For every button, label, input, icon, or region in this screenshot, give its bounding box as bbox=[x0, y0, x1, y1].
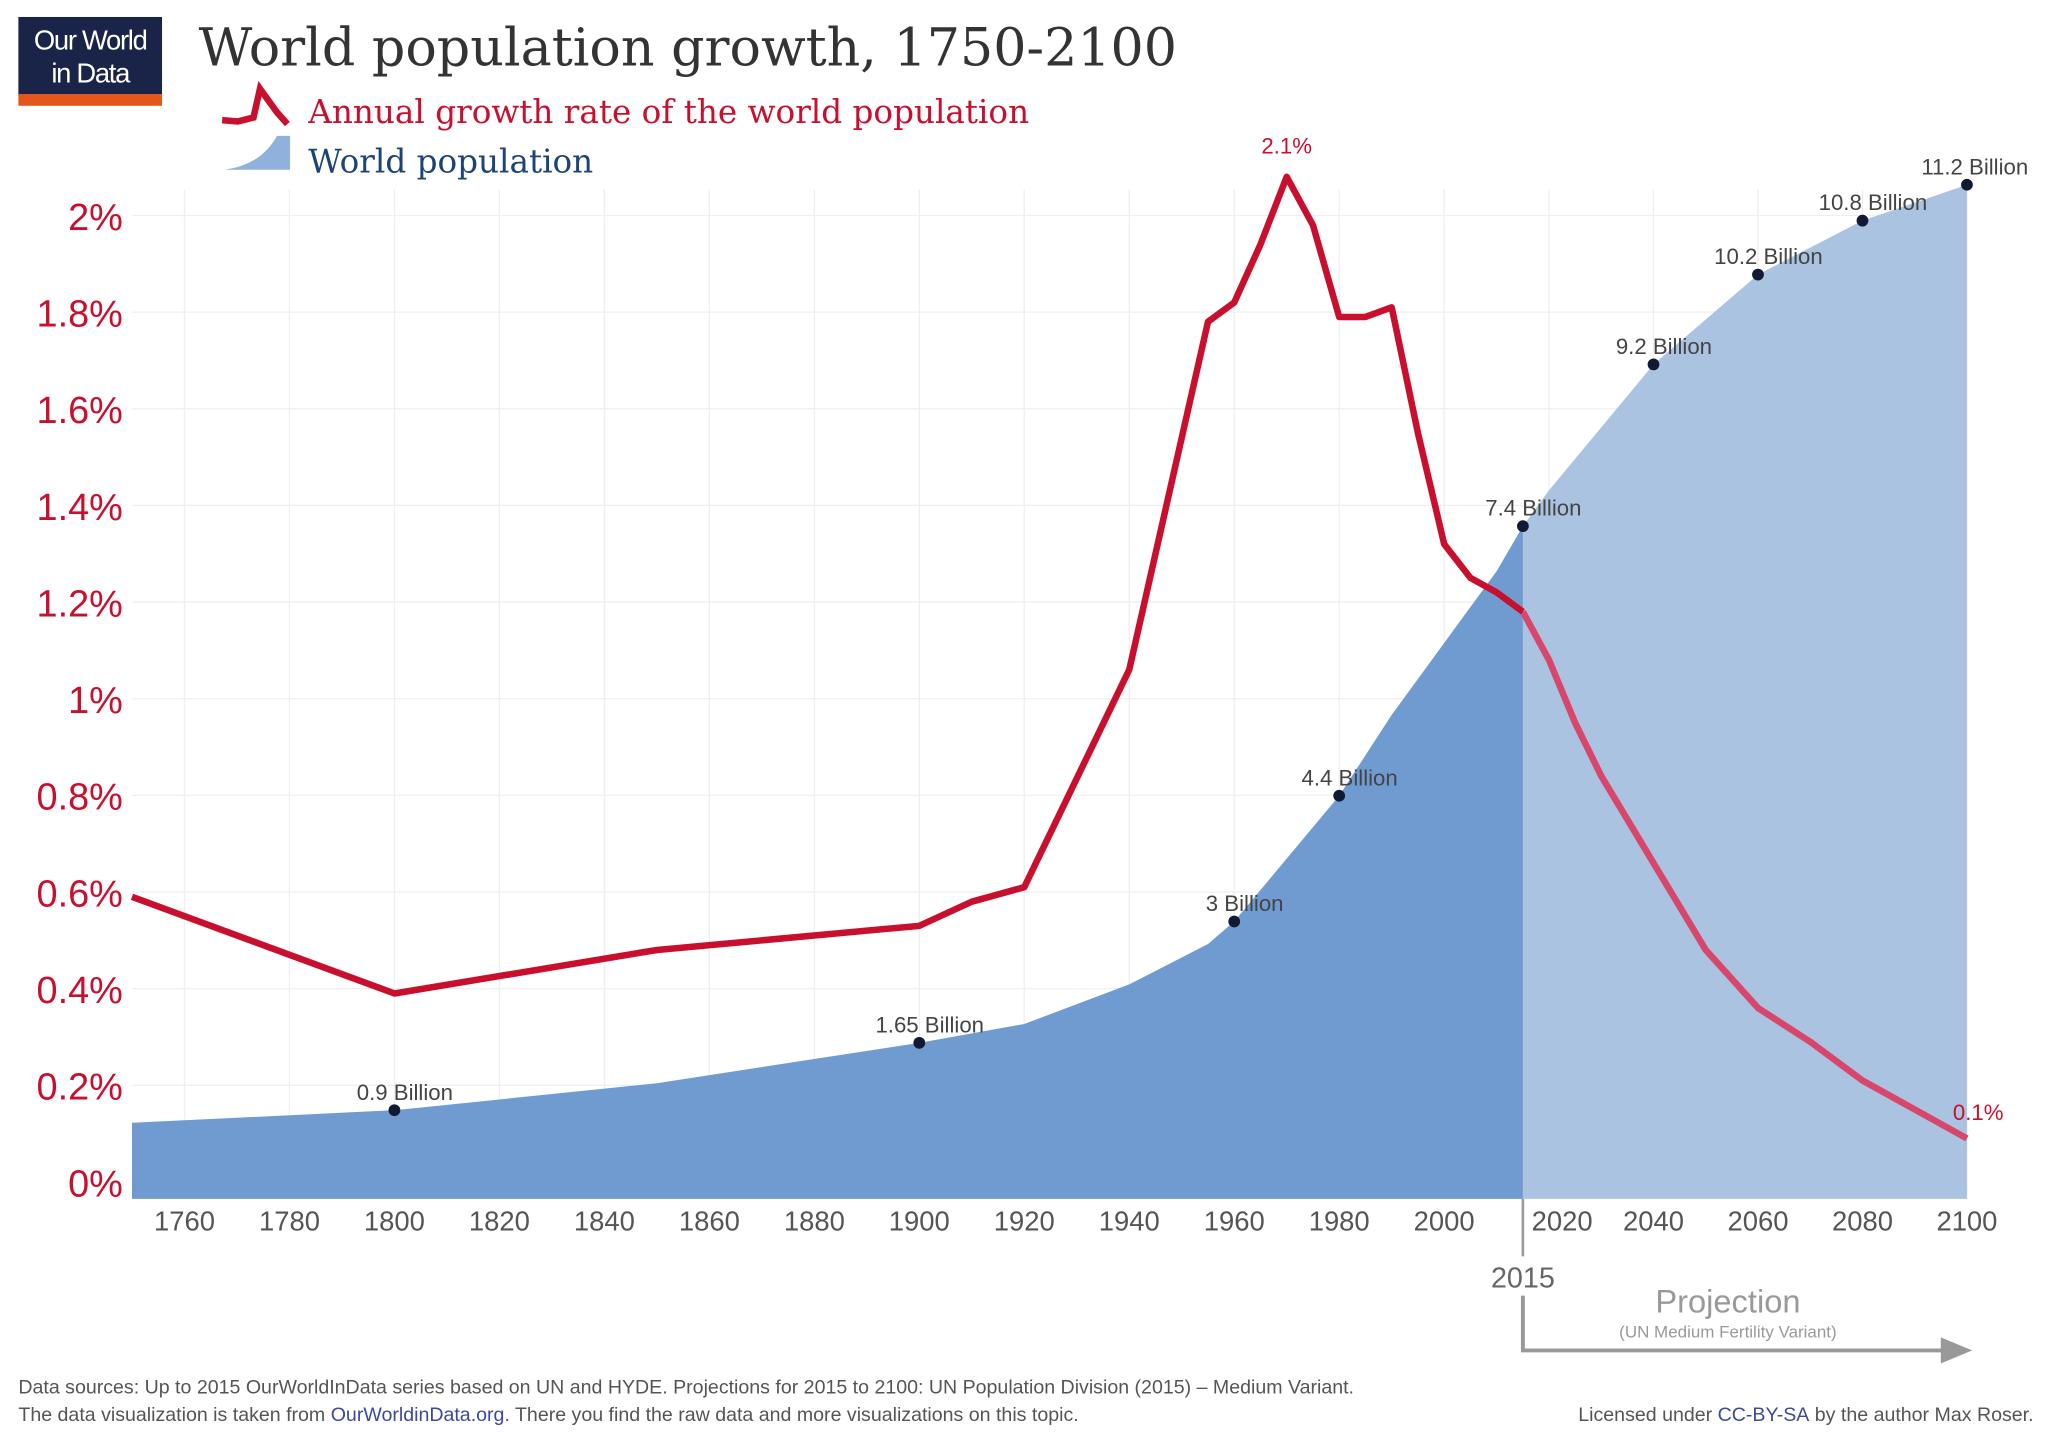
x-tick-label: 2100 bbox=[1936, 1205, 1997, 1236]
population-area bbox=[131, 184, 1967, 1199]
growth-rate-annotation: 2.1% bbox=[1261, 133, 1312, 158]
growth-rate-line-historical bbox=[130, 173, 1525, 997]
population-point-label: 1.65 Billion bbox=[875, 1012, 984, 1037]
population-point bbox=[1961, 178, 1973, 191]
x-tick-label: 1940 bbox=[1099, 1205, 1160, 1236]
x-tick-label: 1800 bbox=[364, 1205, 425, 1236]
x-tick-label: 2080 bbox=[1832, 1205, 1893, 1236]
license-link[interactable]: CC-BY-SA bbox=[1718, 1404, 1811, 1426]
x-tick-label: 1840 bbox=[574, 1205, 635, 1236]
footer: Data sources: Up to 2015 OurWorldInData … bbox=[18, 1377, 2033, 1426]
x-tick-label: 1960 bbox=[1204, 1205, 1265, 1236]
y-tick-label: 1.4% bbox=[37, 487, 123, 529]
x-tick-label: 1820 bbox=[469, 1205, 530, 1236]
population-point bbox=[1647, 358, 1660, 371]
y-axis: 0% 0.2% 0.4% 0.6% 0.8% 1% 1.2% 1.4% 1.6% 1.8% 2% bbox=[37, 197, 123, 1205]
population-point-label: 11.2 Billion bbox=[1921, 154, 2028, 179]
data-sources: Data sources: Up to 2015 OurWorldInData … bbox=[18, 1377, 1354, 1399]
license: Licensed under CC-BY-SA by the author Ma… bbox=[1578, 1404, 2033, 1426]
x-tick-label: 1860 bbox=[679, 1205, 740, 1236]
x-tick-label: 1760 bbox=[154, 1205, 215, 1236]
population-point-label: 0.9 Billion bbox=[357, 1080, 453, 1105]
population-point-label: 3 Billion bbox=[1206, 891, 1284, 916]
population-point-label: 9.2 Billion bbox=[1616, 334, 1712, 359]
population-point bbox=[913, 1036, 926, 1049]
population-points: 0.9 Billion 1.65 Billion 3 Billion 4.4 Bill… bbox=[357, 154, 2028, 1117]
population-area-projected bbox=[1522, 184, 1967, 1199]
x-tick-label: 1900 bbox=[889, 1205, 950, 1236]
footer-text: . There you find the raw data and more v… bbox=[504, 1404, 1078, 1426]
population-point-label: 10.8 Billion bbox=[1819, 190, 1928, 215]
y-tick-label: 1.6% bbox=[37, 390, 123, 432]
x-tick-label: 2020 bbox=[1532, 1205, 1593, 1236]
y-tick-label: 1.2% bbox=[37, 583, 123, 625]
y-tick-label: 0.6% bbox=[37, 873, 123, 915]
x-tick-label: 2060 bbox=[1727, 1205, 1788, 1236]
y-tick-label: 1% bbox=[68, 680, 123, 722]
x-tick-label: 2040 bbox=[1623, 1205, 1684, 1236]
growth-rate-line: 2.1% 0.1% bbox=[130, 133, 2004, 1142]
logo-text-1: Our World bbox=[34, 25, 147, 56]
arrow-head-icon bbox=[1940, 1337, 1973, 1364]
legend-population-label: World population bbox=[308, 142, 593, 180]
growth-rate-line-projected bbox=[1520, 610, 1969, 1142]
legend: Annual growth rate of the world populati… bbox=[221, 81, 1029, 180]
population-point-label: 7.4 Billion bbox=[1485, 496, 1581, 521]
x-tick-label: 1780 bbox=[259, 1205, 320, 1236]
population-point-label: 4.4 Billion bbox=[1302, 765, 1398, 790]
chart-title: World population growth, 1750-2100 bbox=[199, 18, 1177, 78]
logo-text-2: in Data bbox=[51, 57, 131, 88]
population-area-historical bbox=[131, 526, 1523, 1199]
owid-link[interactable]: OurWorldinData.org bbox=[331, 1404, 505, 1426]
projection-start-label: 2015 bbox=[1491, 1263, 1555, 1295]
x-tick-label: 2000 bbox=[1414, 1205, 1475, 1236]
projection-sublabel: (UN Medium Fertility Variant) bbox=[1619, 1322, 1836, 1341]
population-point bbox=[1333, 789, 1346, 802]
y-tick-label: 0.4% bbox=[37, 970, 123, 1012]
y-tick-label: 2% bbox=[68, 197, 123, 239]
legend-population-swatch bbox=[224, 135, 291, 170]
growth-rate-annotation: 0.1% bbox=[1953, 1100, 2004, 1125]
license-text: Licensed under bbox=[1578, 1404, 1717, 1426]
population-point bbox=[1752, 268, 1764, 281]
y-tick-label: 0.2% bbox=[37, 1067, 123, 1109]
x-tick-label: 1980 bbox=[1309, 1205, 1370, 1236]
population-point bbox=[1856, 214, 1869, 227]
footer-text: The data visualization is taken from bbox=[18, 1404, 330, 1426]
population-point-label: 10.2 Billion bbox=[1714, 244, 1823, 269]
population-point bbox=[388, 1104, 401, 1117]
projection-label: Projection bbox=[1655, 1283, 1800, 1320]
y-tick-label: 0% bbox=[68, 1163, 123, 1205]
legend-growth-label: Annual growth rate of the world populati… bbox=[307, 93, 1029, 131]
projection-marker: 2015 Projection (UN Medium Fertility Var… bbox=[1491, 1198, 1973, 1364]
license-text: by the author Max Roser. bbox=[1809, 1404, 2033, 1426]
projection-arrow bbox=[1520, 1295, 1947, 1353]
population-point bbox=[1228, 915, 1241, 928]
y-tick-label: 0.8% bbox=[37, 777, 123, 819]
x-axis: 1760 1780 1800 1820 1840 1860 1880 1900 1920 1940… bbox=[154, 1205, 1997, 1236]
footer-line2: The data visualization is taken from Our… bbox=[18, 1404, 1078, 1426]
population-point bbox=[1517, 520, 1529, 533]
x-tick-label: 1920 bbox=[994, 1205, 1055, 1236]
y-tick-label: 1.8% bbox=[37, 294, 123, 336]
logo: Our World in Data bbox=[18, 16, 163, 106]
x-tick-label: 1880 bbox=[784, 1205, 845, 1236]
legend-growth-swatch bbox=[221, 81, 290, 127]
